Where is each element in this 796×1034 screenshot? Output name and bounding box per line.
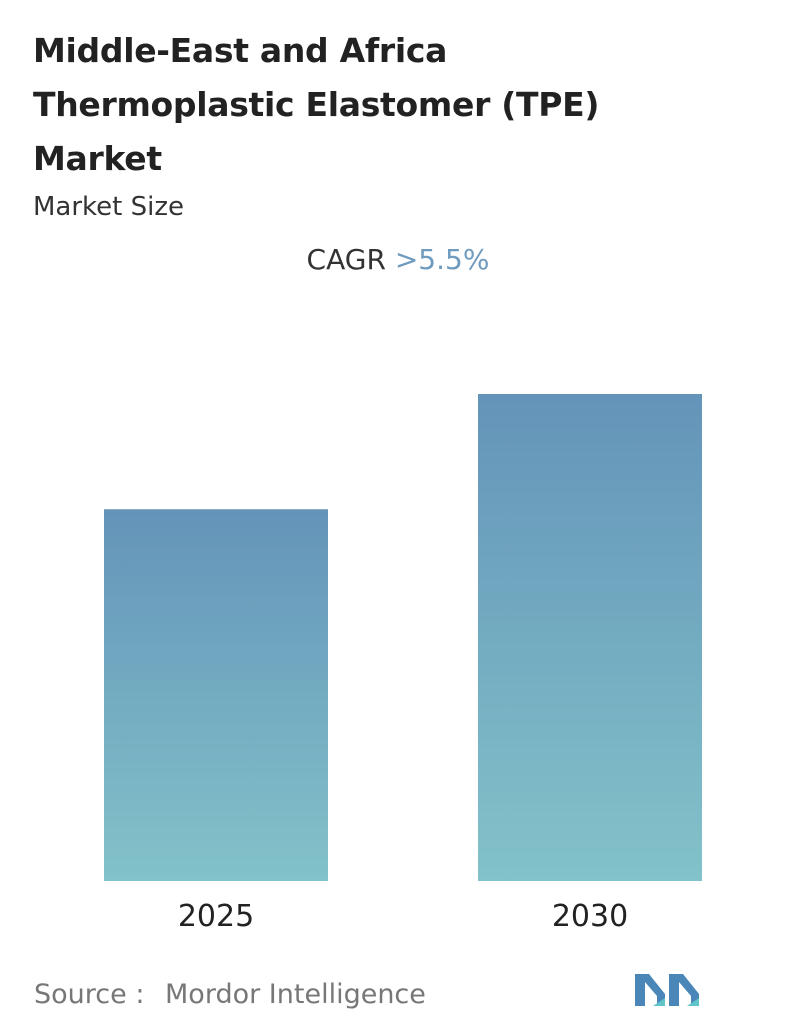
title-line-3: Market — [33, 139, 162, 178]
title-line-1: Middle-East and Africa — [33, 31, 448, 70]
chart-title: Middle-East and Africa Thermoplastic Ela… — [33, 24, 753, 186]
x-axis-labels: 2025 2030 — [178, 899, 628, 934]
bar-2025 — [104, 509, 328, 881]
bar-group — [104, 394, 702, 881]
x-tick-label-2030: 2030 — [552, 899, 628, 934]
source-label: Source : — [34, 979, 145, 1010]
x-tick-label-2025: 2025 — [178, 899, 254, 934]
source-name: Mordor Intelligence — [165, 979, 426, 1010]
bar-chart: 2025 2030 — [104, 394, 702, 934]
cagr-indicator: CAGR >5.5% — [0, 243, 796, 276]
title-line-2: Thermoplastic Elastomer (TPE) — [33, 85, 600, 124]
chart-subtitle: Market Size — [33, 192, 185, 222]
cagr-value: >5.5% — [394, 243, 490, 276]
cagr-label: CAGR — [306, 243, 386, 276]
source-credit: Source : Mordor Intelligence — [34, 979, 426, 1010]
mordor-logo-icon — [635, 974, 699, 1006]
bar-2030 — [478, 394, 702, 881]
